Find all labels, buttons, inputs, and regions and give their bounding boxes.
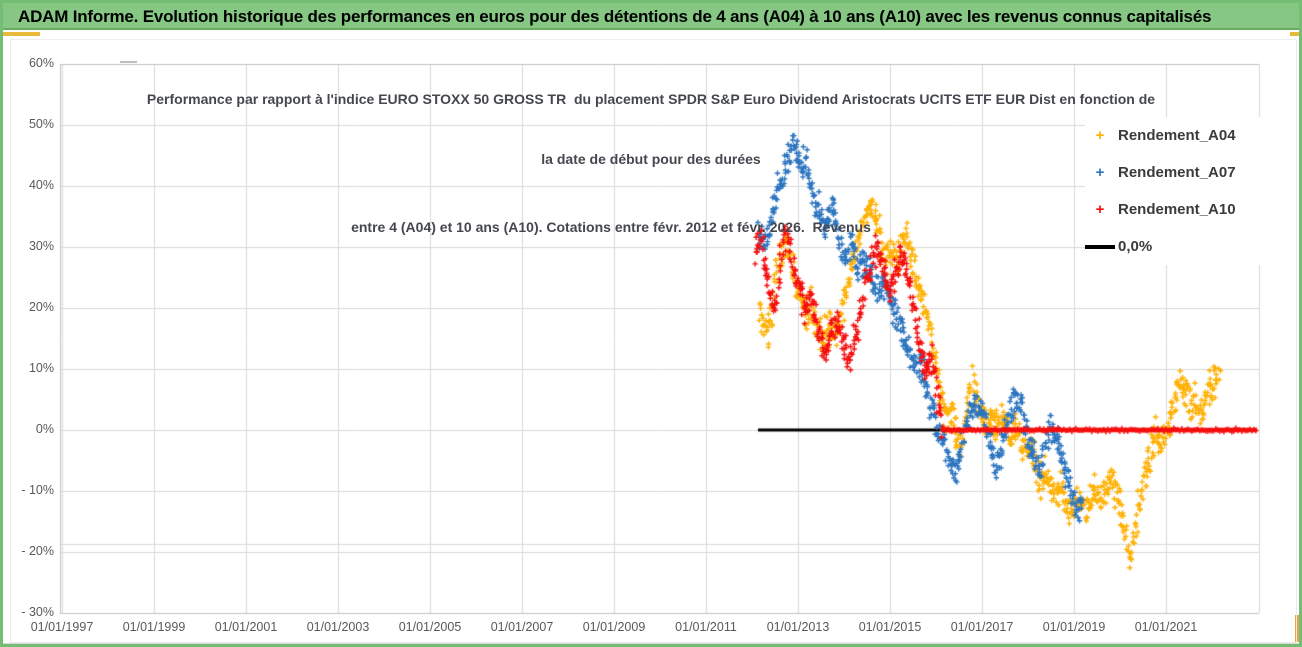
legend-item: 0,0% <box>1085 228 1265 265</box>
legend-item: + Rendement_A04 <box>1085 117 1265 154</box>
x-tick-label: 01/01/2021 <box>1134 620 1198 634</box>
y-tick-label: 60% <box>28 56 54 70</box>
y-tick-label: - 20% <box>21 544 54 558</box>
legend-item: + Rendement_A10 <box>1085 191 1265 228</box>
chart-legend: + Rendement_A04 + Rendement_A07 + Rendement_A… <box>1085 117 1265 265</box>
x-tick-label: 01/01/2001 <box>214 620 278 634</box>
x-tick-label: 01/01/2019 <box>1042 620 1106 634</box>
legend-item: + Rendement_A07 <box>1085 154 1265 191</box>
zero-line-icon <box>1085 244 1115 249</box>
chart-title-line2: la date de début pour des durées <box>541 151 761 167</box>
y-tick-label: 40% <box>28 178 54 192</box>
chart-title: Performance par rapport à l'indice EURO … <box>3 49 1299 277</box>
y-tick-label: - 30% <box>21 605 54 619</box>
chart-bottom-divider <box>3 643 1299 644</box>
x-tick-label: 01/01/2007 <box>490 620 554 634</box>
y-tick-label: 20% <box>28 300 54 314</box>
title-leader-dash <box>120 61 137 63</box>
y-tick-label: 0% <box>35 422 54 436</box>
legend-label: 0,0% <box>1118 238 1153 255</box>
x-tick-label: 01/01/2017 <box>950 620 1014 634</box>
legend-label: Rendement_A07 <box>1118 164 1236 181</box>
x-tick-label: 01/01/2015 <box>858 620 922 634</box>
x-tick-label: 01/01/2009 <box>582 620 646 634</box>
legend-label: Rendement_A04 <box>1118 127 1236 144</box>
y-tick-label: 10% <box>28 361 54 375</box>
x-tick-label: 01/01/2003 <box>306 620 370 634</box>
chart-title-line1: Performance par rapport à l'indice EURO … <box>146 91 1156 107</box>
x-tick-label: 01/01/1997 <box>30 620 94 634</box>
scatter-chart-canvas <box>3 3 1299 644</box>
plus-marker-icon: + <box>1095 164 1105 181</box>
x-tick-label: 01/01/2011 <box>675 620 737 634</box>
y-tick-label: 50% <box>28 117 54 131</box>
y-tick-label: - 10% <box>21 483 54 497</box>
y-tick-label: 30% <box>28 239 54 253</box>
chart-title-line3: entre 4 (A04) et 10 ans (A10). Cotations… <box>351 219 871 235</box>
x-tick-label: 01/01/2013 <box>766 620 830 634</box>
plus-marker-icon: + <box>1095 127 1105 144</box>
x-tick-label: 01/01/1999 <box>122 620 186 634</box>
legend-label: Rendement_A10 <box>1118 201 1236 218</box>
plus-marker-icon: + <box>1095 201 1105 218</box>
x-tick-label: 01/01/2005 <box>398 620 462 634</box>
